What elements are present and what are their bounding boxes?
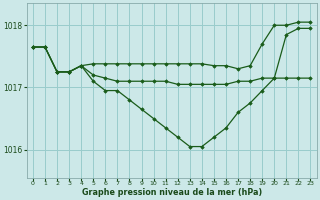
X-axis label: Graphe pression niveau de la mer (hPa): Graphe pression niveau de la mer (hPa)	[82, 188, 262, 197]
